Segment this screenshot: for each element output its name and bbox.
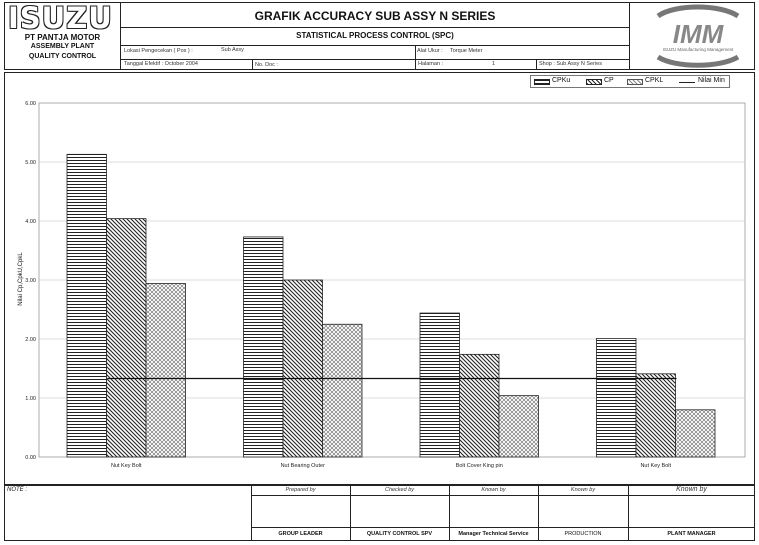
info-vline-3 (536, 59, 537, 70)
dept-name: QUALITY CONTROL (28, 53, 97, 60)
bar-cpku-1 (243, 236, 284, 458)
footer-hline-top (251, 495, 755, 496)
sign-top-checked: Checked by (384, 487, 415, 493)
nodoc-label: No. Doc : (255, 62, 278, 68)
bar-cpkl-0 (145, 283, 186, 458)
x-tick-label: Nut Key Bolt (640, 463, 671, 469)
halaman-value: 1 (492, 61, 496, 67)
halaman-label: Halaman : (418, 61, 444, 67)
bar-cpkl-2 (498, 395, 539, 458)
info-vline-2 (252, 59, 253, 70)
page-title: GRAFIK ACCURACY SUB ASSY N SERIES (254, 9, 496, 23)
legend-label-cp: CP (604, 77, 614, 84)
legend-label-nilai-min: Nilai Min (698, 77, 725, 84)
subtitle-divider (121, 45, 629, 46)
isuzu-logo: ISUZU (8, 1, 113, 35)
sign-bottom-qc-spv: QUALITY CONTROL SPV (366, 531, 433, 537)
chart-frame (4, 72, 755, 485)
legend-label-cpku: CPKu (552, 77, 571, 84)
y-tick-label: 6.00 (25, 101, 36, 107)
bar-cpkl-3 (675, 409, 716, 458)
sign-bottom-manager-ts: Manager Technical Service (458, 531, 529, 537)
company-name: PT PANTJA MOTOR (24, 33, 101, 42)
bar-cpkl-1 (322, 323, 363, 458)
y-tick-label: 0.00 (25, 455, 36, 461)
x-tick-label: Nut Bearing Outer (281, 463, 325, 469)
sign-bottom-group-leader: GROUP LEADER (278, 531, 323, 537)
imm-caption: ISUZU Manufacturing Management (663, 47, 735, 52)
sign-bottom-plant-manager: PLANT MANAGER (667, 531, 716, 537)
bar-cp-1 (282, 279, 323, 458)
legend-swatch-nilai-min (679, 82, 695, 83)
x-tick-label: Nut Key Bolt (111, 463, 142, 469)
legend-swatch-cpkl (627, 79, 643, 85)
title-divider (121, 27, 629, 28)
y-axis-label: Nilai Cp,CpkU,CpkL (18, 252, 24, 306)
sign-bottom-production: PRODUCTION (564, 531, 602, 537)
footer-vline-4 (628, 485, 629, 541)
tanggal-label: Tanggal Efektif : October 2004 (124, 61, 198, 67)
alat-label: Alat Ukur : (417, 48, 443, 54)
note-label: NOTE : (7, 487, 28, 493)
y-tick-label: 4.00 (25, 219, 36, 225)
legend-swatch-cpku (534, 79, 550, 85)
page-subtitle: STATISTICAL PROCESS CONTROL (SPC) (296, 31, 454, 40)
plant-name: ASSEMBLY PLANT (30, 43, 95, 50)
info-row-divider (121, 59, 629, 60)
header-frame (4, 2, 755, 70)
chart-legend: CPKu CP CPKL Nilai Min (530, 75, 730, 88)
footer-hline-bottom (251, 527, 755, 528)
legend-swatch-cp (586, 79, 602, 85)
footer-vline-0 (251, 485, 252, 541)
info-vline-1 (415, 45, 416, 70)
bar-cpku-0 (66, 153, 107, 458)
y-tick-label: 5.00 (25, 160, 36, 166)
bar-cp-3 (635, 373, 676, 458)
footer-vline-2 (449, 485, 450, 541)
bar-cp-2 (459, 353, 500, 458)
footer-vline-1 (350, 485, 351, 541)
company-block: ISUZU PT PANTJA MOTOR ASSEMBLY PLANT QUA… (4, 1, 121, 70)
legend-label-cpkl: CPKL (645, 77, 664, 84)
imm-logo-block: IMM ISUZU Manufacturing Management (629, 2, 755, 70)
bar-cpku-3 (596, 338, 637, 458)
bar-cp-0 (106, 218, 147, 458)
lokasi-label: Lokasi Pengecekan ( Pos ) : (124, 48, 193, 54)
sign-top-known-3: Known by (676, 486, 707, 493)
sign-top-known-1: Known by (481, 487, 506, 493)
sign-top-known-2: Known by (570, 487, 596, 493)
lokasi-value: Sub Assy (221, 47, 244, 53)
y-tick-label: 1.00 (25, 396, 36, 402)
alat-value: Torque Meter (450, 48, 483, 54)
imm-logo-icon: IMM ISUZU Manufacturing Management (656, 4, 740, 68)
imm-logo-text: IMM (673, 19, 725, 49)
footer-vline-3 (538, 485, 539, 541)
sign-top-prepared: Prepared by (285, 487, 316, 493)
y-tick-label: 3.00 (25, 278, 36, 284)
shop-label: Shop : Sub Assy N Series (539, 61, 602, 67)
footer-frame (4, 485, 755, 541)
x-tick-label: Bolt Cover King pin (456, 463, 503, 469)
bar-cpku-2 (419, 312, 460, 458)
y-tick-label: 2.00 (25, 337, 36, 343)
